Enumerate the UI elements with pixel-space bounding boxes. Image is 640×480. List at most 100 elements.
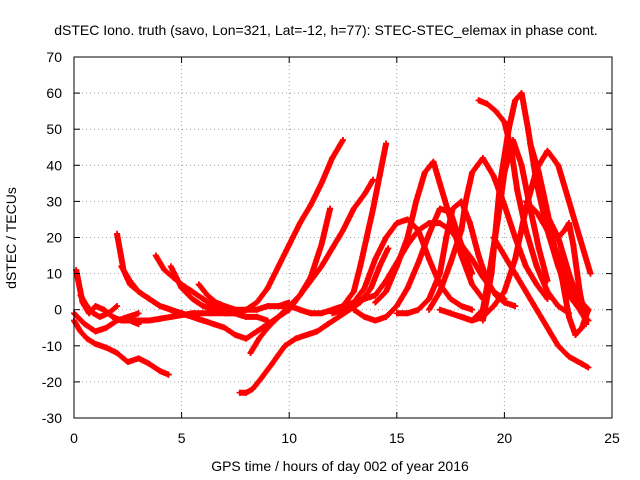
data-point bbox=[393, 310, 400, 317]
data-point bbox=[555, 342, 562, 349]
data-point bbox=[109, 313, 116, 320]
data-point bbox=[83, 303, 90, 310]
data-point bbox=[415, 259, 422, 266]
data-point bbox=[370, 205, 377, 212]
data-point bbox=[479, 155, 486, 162]
y-tick-label: 50 bbox=[46, 121, 62, 137]
data-point bbox=[535, 169, 542, 176]
data-point bbox=[585, 364, 592, 371]
data-point bbox=[335, 313, 342, 320]
data-point bbox=[307, 202, 314, 209]
data-point bbox=[372, 292, 379, 299]
data-point bbox=[393, 220, 400, 227]
data-point bbox=[243, 306, 250, 313]
data-series bbox=[236, 245, 392, 396]
data-point bbox=[466, 220, 473, 227]
x-tick-label: 5 bbox=[178, 430, 186, 446]
data-point bbox=[576, 288, 583, 295]
data-point bbox=[544, 147, 551, 154]
data-point bbox=[555, 252, 562, 259]
data-point bbox=[96, 313, 103, 320]
data-series bbox=[275, 140, 390, 317]
data-point bbox=[200, 295, 207, 302]
data-point bbox=[561, 227, 568, 234]
data-point bbox=[350, 205, 357, 212]
data-point bbox=[555, 234, 562, 241]
data-point bbox=[167, 263, 174, 270]
data-point bbox=[372, 317, 379, 324]
data-point bbox=[296, 306, 303, 313]
data-point bbox=[505, 126, 512, 133]
data-point bbox=[221, 303, 228, 310]
data-point bbox=[92, 328, 99, 335]
data-point bbox=[501, 288, 508, 295]
data-point bbox=[393, 303, 400, 310]
data-point bbox=[576, 234, 583, 241]
data-point bbox=[281, 342, 288, 349]
data-point bbox=[135, 317, 142, 324]
data-point bbox=[329, 155, 336, 162]
data-series bbox=[527, 140, 592, 338]
y-tick-label: 40 bbox=[46, 157, 62, 173]
data-point bbox=[383, 140, 390, 147]
data-point bbox=[307, 277, 314, 284]
data-point bbox=[458, 313, 465, 320]
data-series bbox=[490, 234, 592, 371]
data-point bbox=[296, 292, 303, 299]
data-point bbox=[367, 285, 374, 292]
data-point bbox=[370, 176, 377, 183]
data-point bbox=[490, 234, 497, 241]
data-point bbox=[135, 288, 142, 295]
data-point bbox=[103, 344, 110, 351]
data-point bbox=[426, 295, 433, 302]
data-point bbox=[447, 295, 454, 302]
y-axis-label: dSTEC / TECUs bbox=[3, 187, 19, 289]
data-point bbox=[404, 310, 411, 317]
data-point bbox=[458, 303, 465, 310]
data-point bbox=[404, 241, 411, 248]
data-point bbox=[512, 270, 519, 277]
data-point bbox=[92, 340, 99, 347]
data-point bbox=[167, 313, 174, 320]
data-point bbox=[275, 263, 282, 270]
data-point bbox=[533, 263, 540, 270]
data-point bbox=[221, 310, 228, 317]
data-point bbox=[178, 285, 185, 292]
data-point bbox=[578, 324, 585, 331]
data-point bbox=[436, 270, 443, 277]
data-point bbox=[114, 303, 121, 310]
data-point bbox=[318, 263, 325, 270]
data-point bbox=[512, 256, 519, 263]
data-point bbox=[376, 173, 383, 180]
data-point bbox=[232, 306, 239, 313]
data-point bbox=[512, 97, 519, 104]
x-axis-label: GPS time / hours of day 002 of year 2016 bbox=[211, 458, 469, 474]
data-point bbox=[361, 313, 368, 320]
y-tick-label: 10 bbox=[46, 266, 62, 282]
data-point bbox=[492, 292, 499, 299]
series-layer bbox=[71, 90, 594, 396]
data-point bbox=[585, 306, 592, 313]
data-point bbox=[264, 324, 271, 331]
data-point bbox=[578, 360, 585, 367]
data-point bbox=[275, 313, 282, 320]
data-point bbox=[522, 263, 529, 270]
data-point bbox=[361, 285, 368, 292]
data-point bbox=[157, 368, 164, 375]
data-point bbox=[264, 285, 271, 292]
data-point bbox=[165, 371, 172, 378]
data-point bbox=[340, 303, 346, 310]
data-point bbox=[152, 252, 159, 259]
data-point bbox=[243, 335, 250, 342]
data-point bbox=[501, 252, 508, 259]
data-point bbox=[570, 241, 577, 248]
data-point bbox=[458, 252, 465, 259]
data-point bbox=[426, 256, 433, 263]
data-point bbox=[544, 324, 551, 331]
data-point bbox=[243, 389, 250, 396]
data-point bbox=[383, 288, 390, 295]
data-point bbox=[307, 310, 314, 317]
data-point bbox=[462, 198, 469, 205]
y-tick-label: 20 bbox=[46, 230, 62, 246]
